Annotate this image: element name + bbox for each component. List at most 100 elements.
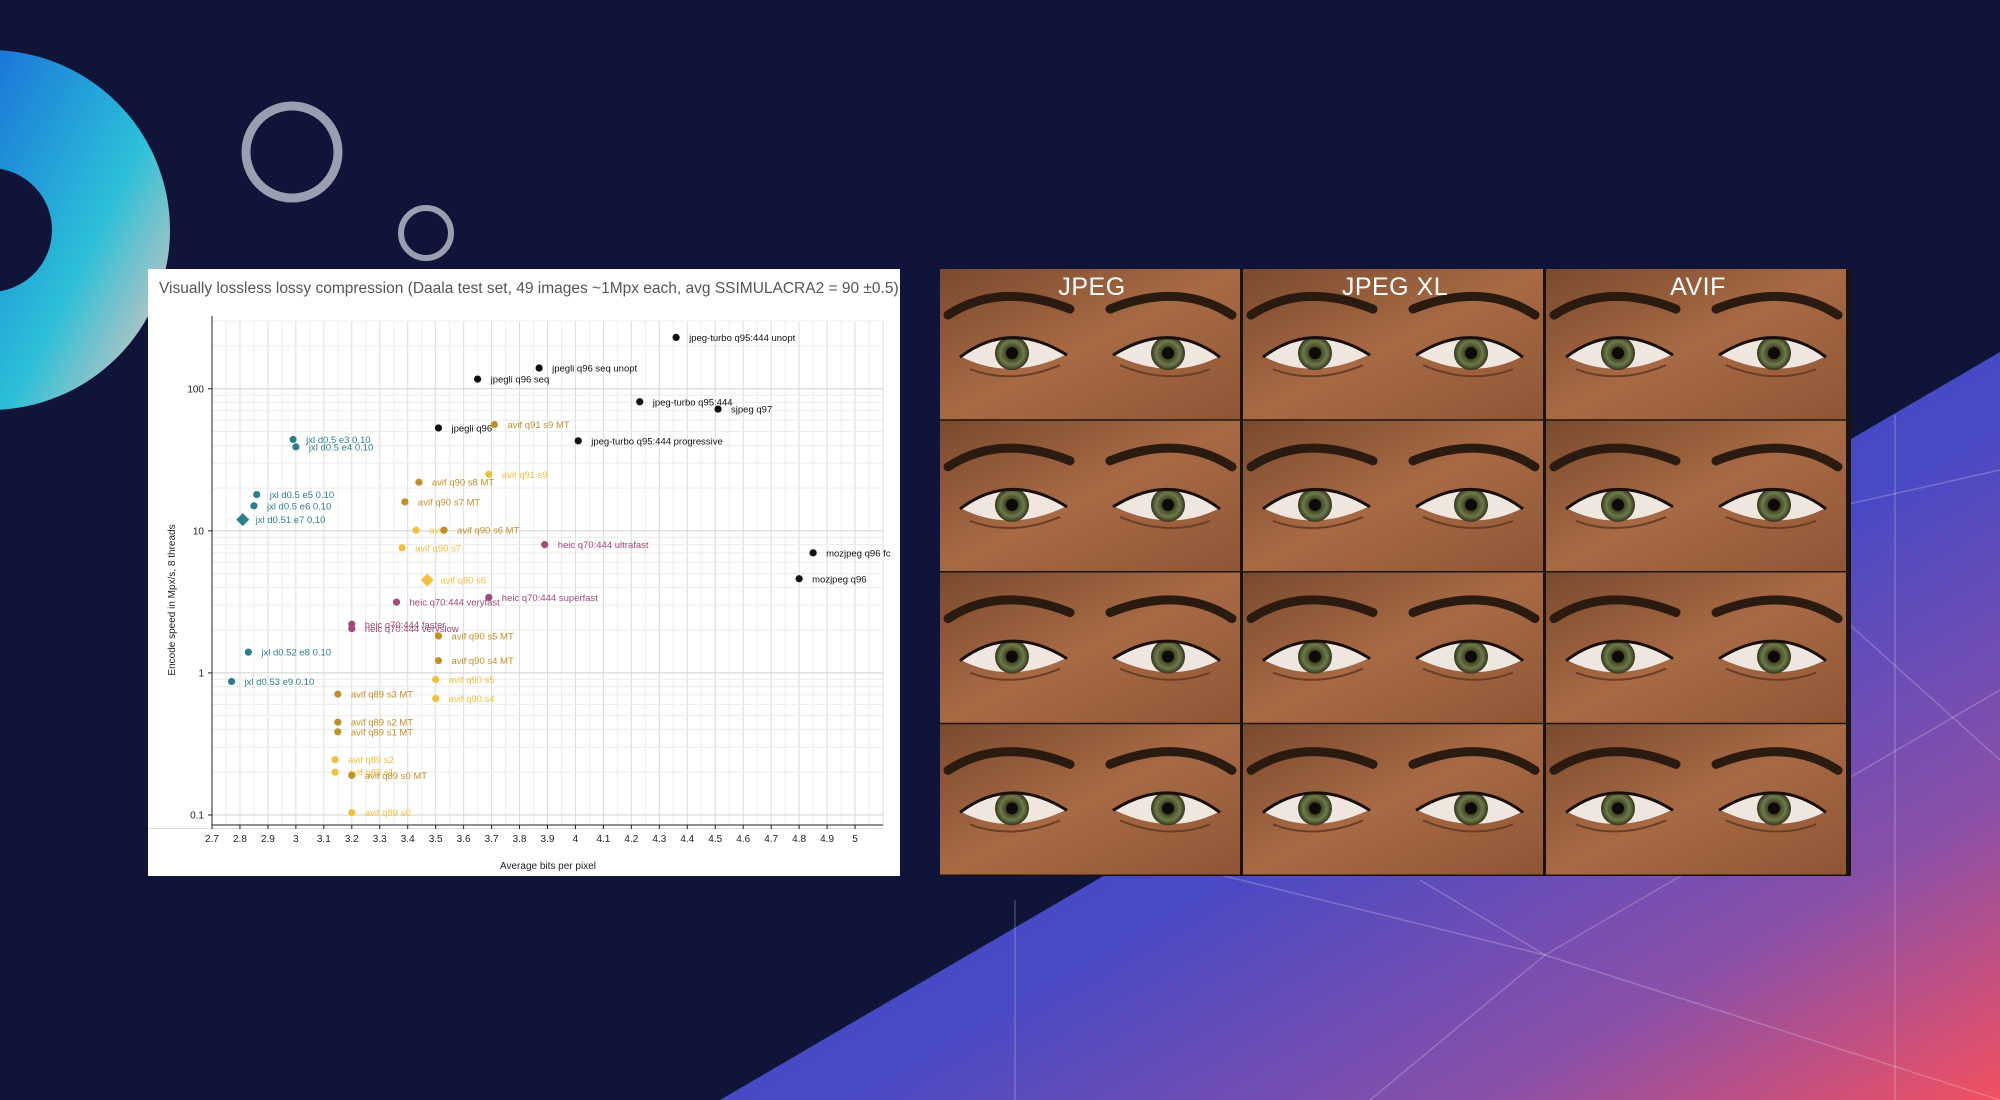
data-label: jxl d0.5 e4 0.10 [308, 442, 373, 453]
data-point [535, 364, 543, 372]
x-tick-label: 3.8 [513, 834, 527, 845]
data-point [809, 549, 817, 557]
x-tick-label: 3.2 [345, 834, 359, 845]
data-label: heic q70:444 faster [365, 620, 446, 631]
x-tick-label: 4 [573, 834, 579, 845]
data-label: jxl d0.52 e8 0.10 [260, 648, 331, 659]
data-label: heic q70:444 veryslow [365, 624, 459, 635]
data-label: avif q90 s7 MT [418, 497, 480, 508]
eye-photo [940, 724, 1240, 874]
x-tick-label: 3.7 [485, 834, 499, 845]
chart-panel: Visually lossless lossy compression (Daa… [148, 269, 900, 876]
data-point [490, 420, 498, 429]
data-point [432, 694, 440, 703]
data-point [348, 808, 356, 817]
data-label: avif q90 s5 MT [451, 631, 513, 642]
y-tick-label: 10 [193, 526, 205, 537]
chart-title: Visually lossless lossy compression (Daa… [159, 280, 899, 297]
data-point [672, 333, 680, 341]
comparison-photo-grid: JPEG JPEG XL AVIF [940, 269, 1851, 876]
x-tick-label: 3.9 [541, 834, 555, 845]
eye-photo [1243, 573, 1543, 723]
data-label: jpeg-turbo q95:444 unopt [688, 333, 796, 344]
data-point [714, 405, 722, 413]
data-point [434, 424, 443, 432]
data-point [331, 768, 339, 776]
data-point [392, 598, 401, 606]
data-label: mozjpeg q96 [812, 574, 866, 585]
y-tick-label: 1 [198, 668, 204, 679]
data-label: avif q89 s0 [365, 808, 411, 819]
data-label: jxl d0.5 e3 0.10 [305, 435, 370, 446]
data-point [401, 498, 409, 506]
data-point [398, 544, 406, 552]
data-point [636, 398, 644, 406]
x-tick-label: 4.7 [764, 834, 778, 845]
x-tick-label: 3.5 [429, 834, 443, 845]
data-label: jpeg-turbo q95:444 [652, 397, 733, 408]
data-label: avif q90 s5 [449, 675, 495, 686]
column-label-avif: AVIF [1670, 273, 1726, 301]
data-point [420, 573, 434, 587]
data-point [253, 490, 261, 499]
outline-circle-small [398, 205, 454, 261]
eye-photo [1243, 421, 1543, 571]
eye-photo [1243, 724, 1543, 874]
data-label: avif q91 s9 MT [507, 420, 569, 431]
data-point [227, 677, 236, 686]
data-label: avif q89 s0 MT [365, 771, 427, 782]
data-label: avif q90 s7 [415, 543, 461, 554]
x-tick-label: 3.6 [457, 834, 471, 845]
data-point [412, 526, 420, 534]
data-label: heic q70:444 superfast [502, 593, 598, 604]
data-label: jpeg-turbo q95:444 progressive [590, 436, 723, 447]
x-tick-label: 4.3 [652, 834, 666, 845]
x-tick-label: 4.4 [680, 834, 694, 845]
data-point [244, 648, 252, 656]
x-tick-label: 4.9 [820, 834, 834, 845]
data-label: sjpeg q97 [731, 405, 772, 416]
x-tick-label: 3.3 [373, 834, 387, 845]
x-tick-label: 2.8 [233, 834, 247, 845]
data-point [348, 625, 356, 633]
data-label: avif q89 s2 MT [351, 718, 413, 729]
data-point [432, 675, 440, 684]
eye-photo [940, 573, 1240, 723]
data-point [334, 690, 342, 698]
data-label: heic q70:444 veryfast [410, 598, 501, 609]
data-point [348, 771, 356, 779]
data-point [485, 593, 493, 602]
data-label: avif [429, 526, 444, 537]
data-point [795, 575, 803, 583]
eye-photo [1546, 573, 1846, 723]
x-axis-label: Average bits per pixel [500, 861, 596, 872]
column-label-jpeg-xl: JPEG XL [1341, 273, 1449, 301]
data-point [236, 513, 250, 527]
x-tick-label: 4.8 [792, 834, 806, 845]
data-point [485, 470, 493, 478]
x-tick-label: 3.4 [401, 834, 415, 845]
data-point [574, 437, 582, 445]
column-label-jpeg: JPEG [1058, 273, 1126, 301]
data-point [434, 657, 443, 665]
data-point [289, 435, 297, 444]
data-label: avif q89 s3 MT [351, 690, 413, 701]
y-tick-label: 0.1 [190, 810, 204, 821]
data-label: avif q90 s8 MT [432, 478, 494, 489]
data-point [334, 728, 342, 736]
data-label: avif q89 s1 [348, 768, 394, 779]
data-label: avif q89 s2 [348, 755, 394, 766]
x-tick-label: 4.2 [624, 834, 638, 845]
outline-circle-large [241, 101, 343, 203]
scatter-chart: 2.7 2.8 2.9 3 3.1 3.2 3.3 3.4 3.5 3.6 3.7 3.8 3.9 4 4.… [148, 316, 891, 872]
data-label: jpegli q96 [450, 423, 492, 434]
x-tick-label: 4.1 [596, 834, 610, 845]
data-point [331, 756, 339, 764]
data-label: avif q90 s4 [449, 694, 495, 705]
gradient-ring-shape [0, 50, 170, 410]
data-point [440, 526, 448, 534]
data-label: jpegli q96 seq unopt [551, 364, 637, 375]
data-label: avif q89 s1 MT [351, 727, 413, 738]
x-tick-label: 3 [293, 834, 299, 845]
data-label: jxl d0.51 e7 0.10 [255, 515, 326, 526]
